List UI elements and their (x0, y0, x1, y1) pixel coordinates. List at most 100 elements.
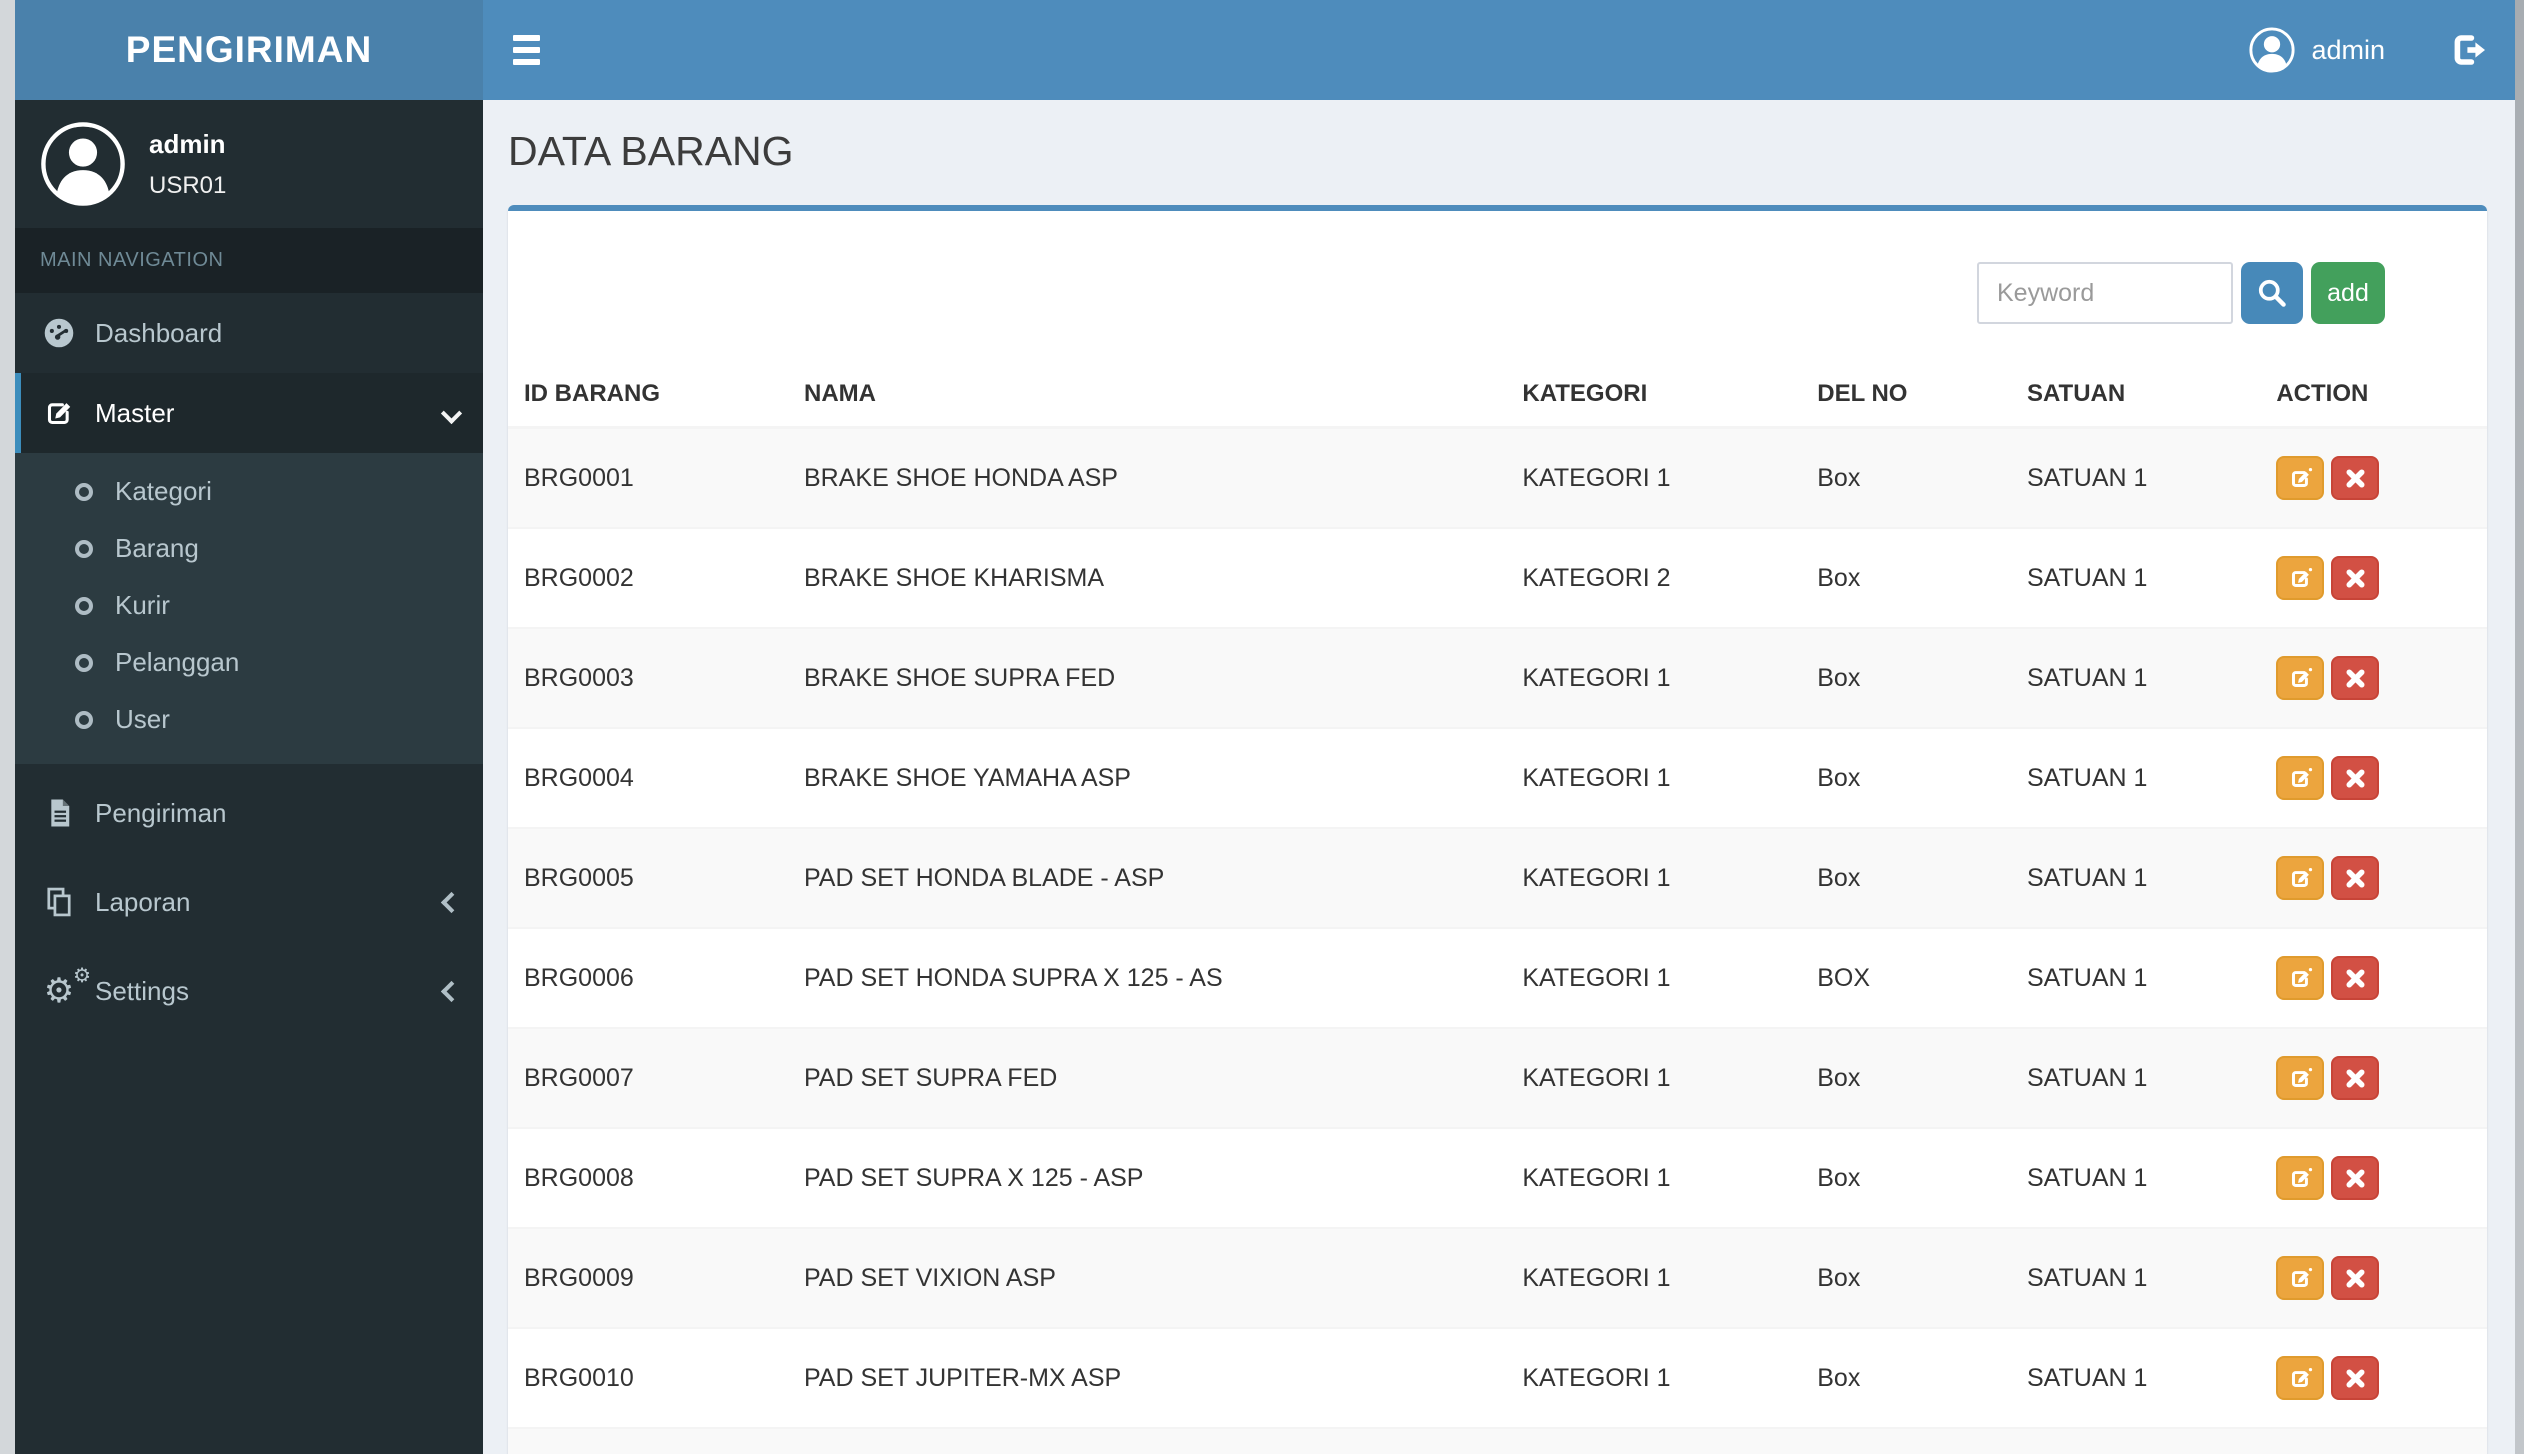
times-icon (2343, 566, 2368, 591)
search-input[interactable] (1977, 262, 2233, 324)
cell-satuan: SATUAN 1 (2014, 1327, 2264, 1428)
edit-button[interactable] (2276, 856, 2325, 900)
cell-satuan: SATUAN 1 (2014, 527, 2264, 628)
table-row: BRG0007 PAD SET SUPRA FED KATEGORI 1 Box… (508, 1027, 2487, 1128)
cell-del-no: Box (1804, 1027, 2014, 1128)
copy-icon (39, 884, 79, 920)
sidebar-subitem-pelanggan[interactable]: Pelanggan (15, 634, 483, 691)
times-icon (2343, 1166, 2368, 1191)
chevron-left-icon (440, 980, 463, 1002)
sidebar-subitem-kurir[interactable]: Kurir (15, 577, 483, 634)
edit-button[interactable] (2276, 1356, 2325, 1400)
pencil-square-icon (2287, 1165, 2314, 1192)
cell-satuan: SATUAN 1 (2014, 727, 2264, 828)
delete-button[interactable] (2331, 1056, 2380, 1100)
delete-button[interactable] (2331, 656, 2380, 700)
sidebar-item-label: Master (95, 397, 175, 428)
gears-icon: ⚙ ⚙ (43, 963, 91, 1011)
cell-kategori: KATEGORI 1 (1509, 1427, 1805, 1454)
table-row: BRG0009 PAD SET VIXION ASP KATEGORI 1 Bo… (508, 1227, 2487, 1328)
search-button[interactable] (2241, 262, 2303, 324)
edit-button[interactable] (2276, 956, 2325, 1000)
edit-button[interactable] (2276, 456, 2325, 500)
brand-logo[interactable]: PENGIRIMAN (15, 0, 483, 100)
cell-kategori: KATEGORI 1 (1509, 1327, 1805, 1428)
sidebar-item-pengiriman[interactable]: Pengiriman (15, 773, 483, 853)
user-avatar-icon[interactable] (2248, 26, 2296, 74)
edit-button[interactable] (2276, 556, 2325, 600)
row-actions (2276, 956, 2474, 1000)
cell-satuan: SATUAN 1 (2014, 1227, 2264, 1328)
times-icon (2343, 1366, 2368, 1391)
cell-kategori: KATEGORI 2 (1509, 527, 1805, 628)
times-icon (2343, 766, 2368, 791)
cell-satuan: SATUAN 1 (2014, 1427, 2264, 1454)
row-actions (2276, 556, 2474, 600)
cell-nama: PAD SET JUPITER-MX ASP (790, 1327, 1510, 1428)
delete-button[interactable] (2331, 1256, 2380, 1300)
pencil-square-icon (2287, 1065, 2314, 1092)
submenu-item-label: Pelanggan (115, 647, 240, 677)
sidebar-item-master[interactable]: Master (15, 373, 483, 453)
col-header-nama: NAMA (790, 362, 1510, 429)
cell-id-barang: BRG0007 (508, 1027, 791, 1128)
sidebar-item-dashboard[interactable]: Dashboard (15, 293, 483, 373)
cell-del-no: Box (1804, 527, 2014, 628)
sidebar-item-laporan[interactable]: Laporan (15, 862, 483, 942)
col-header-id-barang: ID BARANG (508, 362, 791, 429)
cell-id-barang: BRG0005 (508, 827, 791, 928)
sidebar-subitem-barang[interactable]: Barang (15, 520, 483, 577)
sidebar-toggle-button[interactable] (495, 0, 557, 100)
delete-button[interactable] (2331, 1356, 2380, 1400)
submenu-item-label: User (115, 704, 170, 734)
row-actions (2276, 856, 2474, 900)
delete-button[interactable] (2331, 856, 2380, 900)
cell-satuan: SATUAN 1 (2014, 627, 2264, 728)
edit-button[interactable] (2276, 1256, 2325, 1300)
cell-id-barang: BRG0001 (508, 426, 791, 528)
edit-button[interactable] (2276, 1156, 2325, 1200)
cell-kategori: KATEGORI 1 (1509, 1127, 1805, 1228)
sidebar-item-label: Settings (95, 975, 189, 1006)
row-actions (2276, 756, 2474, 800)
sidebar-user-panel: admin USR01 (15, 100, 483, 228)
submenu-item-label: Barang (115, 533, 199, 563)
cell-nama: PAD SET HONDA SUPRA X 125 - AS (790, 927, 1510, 1028)
circle-o-icon (75, 653, 93, 672)
times-icon (2343, 666, 2368, 691)
table-row: BRG0011 PAD SET VEGA-ZR ASP KATEGORI 1 B… (508, 1427, 2487, 1454)
cell-nama: BRAKE SHOE SUPRA FED (790, 627, 1510, 728)
sidebar-subitem-user[interactable]: User (15, 691, 483, 748)
times-icon (2343, 1266, 2368, 1291)
navbar-username[interactable]: admin (2311, 34, 2385, 65)
edit-button[interactable] (2276, 656, 2325, 700)
add-button[interactable]: add (2311, 262, 2385, 324)
delete-button[interactable] (2331, 1156, 2380, 1200)
pencil-square-icon (39, 395, 79, 431)
col-header-del-no: DEL NO (1804, 362, 2014, 429)
sign-out-icon[interactable] (2449, 30, 2489, 70)
edit-button[interactable] (2276, 756, 2325, 800)
circle-o-icon (75, 482, 93, 501)
sidebar-item-settings[interactable]: ⚙ ⚙ Settings (15, 951, 483, 1031)
delete-button[interactable] (2331, 456, 2380, 500)
sidebar-item-label: Laporan (95, 886, 191, 917)
edit-button[interactable] (2276, 1056, 2325, 1100)
delete-button[interactable] (2331, 756, 2380, 800)
sidebar-subitem-kategori[interactable]: Kategori (15, 463, 483, 520)
times-icon (2343, 866, 2368, 891)
cell-id-barang: BRG0010 (508, 1327, 791, 1428)
app-window: PENGIRIMAN admin (15, 0, 2515, 1454)
cell-nama: BRAKE SHOE HONDA ASP (790, 426, 1510, 528)
cell-id-barang: BRG0009 (508, 1227, 791, 1328)
delete-button[interactable] (2331, 556, 2380, 600)
delete-button[interactable] (2331, 956, 2380, 1000)
cell-nama: PAD SET VIXION ASP (790, 1227, 1510, 1328)
table-row: BRG0004 BRAKE SHOE YAMAHA ASP KATEGORI 1… (508, 727, 2487, 828)
cell-kategori: KATEGORI 1 (1509, 426, 1805, 528)
cell-kategori: KATEGORI 1 (1509, 727, 1805, 828)
table-header-row: ID BARANG NAMA KATEGORI DEL NO SATUAN AC… (508, 362, 2487, 429)
cell-kategori: KATEGORI 1 (1509, 927, 1805, 1028)
table-row: BRG0001 BRAKE SHOE HONDA ASP KATEGORI 1 … (508, 426, 2487, 528)
cell-id-barang: BRG0004 (508, 727, 791, 828)
